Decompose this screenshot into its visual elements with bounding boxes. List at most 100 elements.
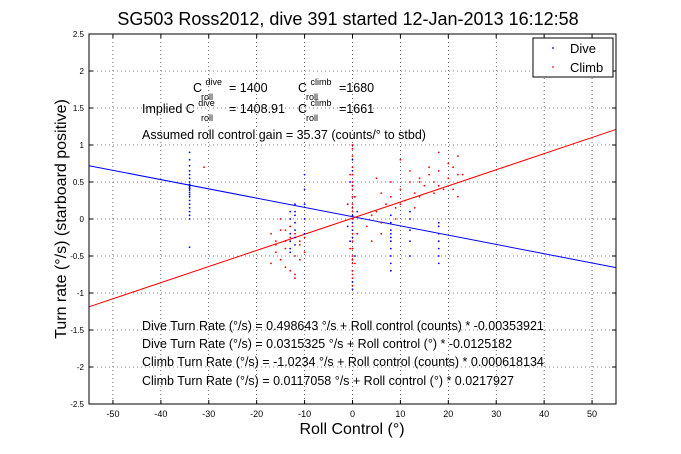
- dive-point: [356, 210, 359, 213]
- c-dive-symbol: C: [193, 81, 202, 95]
- axis-ticks: -50 -40 -30 -20 -10 0 10 20 30 40 50-2.5-2-1.5-1-0…: [70, 30, 616, 419]
- climb-point: [351, 255, 354, 257]
- implied-dive-prefix: Implied C: [142, 102, 195, 116]
- dive-point: [188, 199, 191, 202]
- dive-point: [303, 188, 306, 191]
- climb-point: [399, 203, 402, 206]
- climb-point: [351, 155, 354, 158]
- c-dive-value: = 1400: [229, 81, 268, 95]
- climb-point: [404, 199, 407, 202]
- climb-point: [284, 229, 287, 232]
- climb-point: [457, 155, 459, 158]
- dive-fit-degrees: Dive Turn Rate (°/s) = 0.0315325 °/s + R…: [142, 337, 512, 351]
- dive-point: [188, 246, 191, 249]
- x-axis-label: Roll Control (°): [299, 421, 404, 438]
- implied-dive-sup: dive: [198, 98, 215, 108]
- climb-point: [385, 203, 387, 206]
- climb-point: [447, 177, 450, 180]
- climb-point: [274, 240, 277, 243]
- climb-point: [356, 232, 359, 235]
- dive-point: [294, 236, 296, 239]
- climb-point: [274, 251, 277, 254]
- implied-dive-value: = 1408.91: [229, 102, 285, 116]
- climb-point: [294, 232, 296, 235]
- climb-point: [380, 232, 383, 235]
- dive-point: [389, 221, 392, 224]
- dive-point: [188, 214, 191, 217]
- climb-point: [461, 173, 464, 176]
- dive-point: [188, 186, 191, 189]
- dive-point: [409, 240, 411, 243]
- climb-point: [289, 225, 292, 228]
- y-tick-label: -1.5: [70, 326, 84, 335]
- dive-point: [409, 255, 411, 257]
- climb-point: [294, 277, 296, 280]
- dive-point: [389, 247, 392, 250]
- climb-point: [349, 247, 352, 250]
- dive-point: [188, 195, 191, 198]
- dive-point: [389, 232, 392, 235]
- dive-point: [188, 191, 191, 194]
- dive-point: [351, 170, 354, 172]
- dive-point: [303, 232, 306, 235]
- climb-fit-counts: Climb Turn Rate (°/s) = -1.0234 °/s + Ro…: [142, 355, 544, 369]
- dive-point: [289, 247, 292, 250]
- dive-point: [294, 244, 296, 246]
- climb-point: [351, 195, 354, 198]
- dive-point: [351, 229, 354, 232]
- climb-point: [351, 181, 354, 183]
- dive-point: [389, 240, 392, 243]
- climb-point: [351, 240, 354, 243]
- dive-point: [188, 151, 191, 154]
- climb-point: [433, 192, 435, 195]
- climb-point: [298, 244, 301, 246]
- climb-point: [399, 158, 402, 161]
- climb-point: [284, 266, 287, 268]
- dive-point: [351, 158, 354, 161]
- climb-point: [437, 184, 440, 187]
- climb-point: [284, 247, 287, 250]
- dive-point: [294, 221, 296, 224]
- x-tick-label: 0: [350, 409, 355, 419]
- climb-point: [351, 269, 354, 272]
- dive-point: [437, 240, 440, 243]
- climb-point: [418, 195, 421, 198]
- x-tick-label: -20: [250, 409, 263, 419]
- dive-point: [188, 207, 191, 209]
- climb-point: [389, 181, 392, 183]
- y-tick-label: -2.5: [70, 400, 84, 409]
- climb-point: [351, 273, 354, 276]
- dive-point: [289, 251, 292, 254]
- dive-point: [188, 187, 191, 190]
- dive-point: [409, 229, 411, 232]
- x-tick-label: -10: [298, 409, 311, 419]
- dive-point: [437, 255, 440, 257]
- climb-point: [370, 214, 373, 217]
- climb-point: [365, 225, 368, 228]
- climb-point: [394, 218, 397, 220]
- dive-point: [289, 218, 292, 220]
- dive-point: [346, 225, 349, 228]
- dive-point: [389, 229, 392, 232]
- dive-point: [389, 255, 392, 257]
- legend-box: [532, 37, 614, 78]
- climb-point: [353, 262, 356, 265]
- c-dive-sub: roll: [201, 92, 213, 102]
- dive-point: [351, 288, 354, 291]
- dive-point: [188, 158, 191, 161]
- c-climb-annotation: C climb: [298, 77, 332, 95]
- dive-point: [351, 214, 354, 217]
- climb-point: [457, 173, 459, 176]
- dive-point: [389, 262, 392, 265]
- implied-climb-value: =1661: [339, 102, 374, 116]
- implied-climb-symbol: C: [298, 102, 307, 116]
- dive-point: [188, 184, 191, 187]
- climb-point: [351, 247, 354, 250]
- climb-point: [270, 262, 272, 265]
- climb-point: [399, 188, 402, 191]
- climb-point: [289, 236, 292, 239]
- climb-point: [351, 284, 354, 287]
- dive-point: [188, 173, 191, 176]
- dive-point: [389, 236, 392, 239]
